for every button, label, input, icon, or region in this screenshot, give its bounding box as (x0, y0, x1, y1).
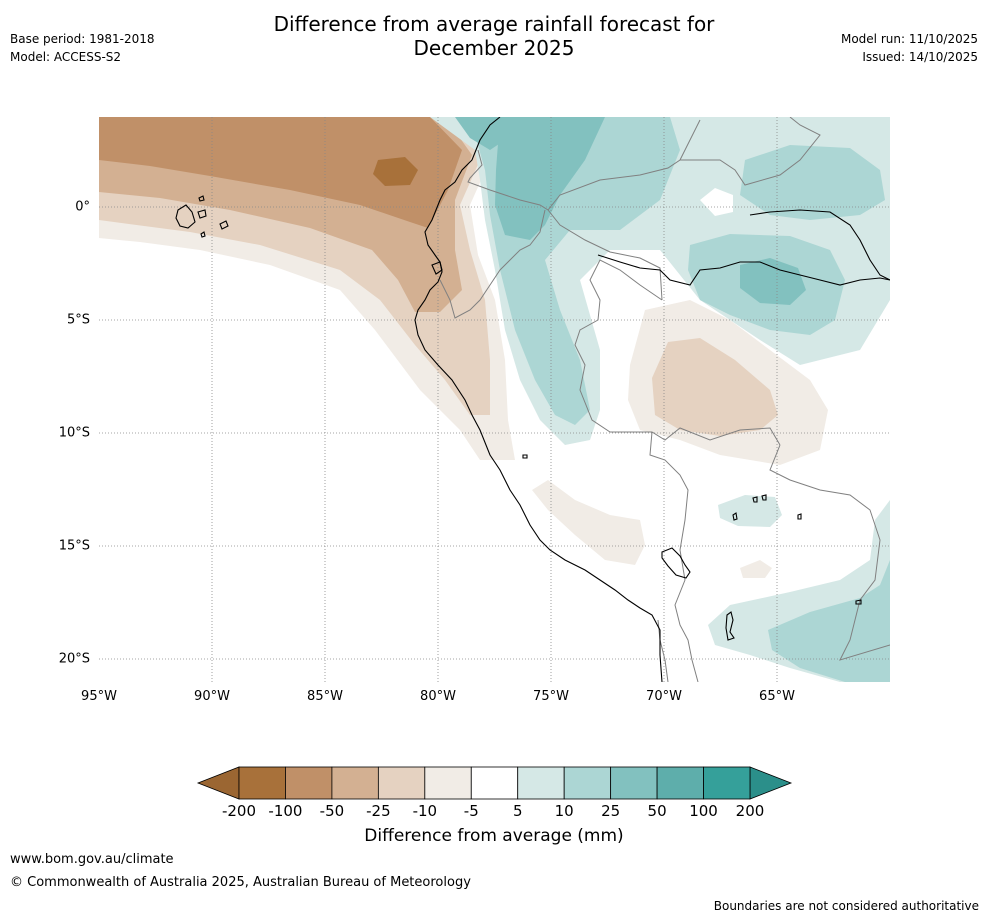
footer-copyright: © Commonwealth of Australia 2025, Austra… (10, 875, 471, 890)
title-line-2: December 2025 (413, 36, 575, 60)
border-colombia-brazil (547, 119, 701, 211)
base-period-text: Base period: 1981-2018 (10, 32, 155, 46)
legend-swatch (470, 766, 519, 800)
legend-tick-label: 10 (555, 802, 574, 820)
dry-anomaly-small-patch (740, 560, 772, 578)
wet-anomaly-north-east (740, 145, 885, 220)
footer-disclaimer: Boundaries are not considered authoritat… (713, 899, 979, 913)
legend-tick-label: -25 (366, 802, 391, 820)
legend-tick-label: 200 (736, 802, 765, 820)
lat-label-15s: 15°S (58, 538, 90, 554)
legend-swatch (377, 766, 426, 800)
model-text: Model: ACCESS-S2 (10, 50, 122, 64)
legend-swatch (703, 766, 751, 800)
wet-anomaly-region-strong (495, 117, 605, 240)
lake-bolivia-1 (732, 512, 738, 521)
legend-swatch (285, 766, 333, 800)
lon-label-70w: 70°W (646, 689, 682, 704)
legend-swatch (656, 766, 704, 800)
border-ecuador-peru (439, 209, 546, 319)
border-bolivia-brazil (769, 444, 890, 661)
lat-label-5s: 5°S (66, 312, 90, 328)
map-area (99, 117, 890, 682)
galapagos-island-3 (219, 220, 229, 230)
wet-anomaly-amazon-core (740, 258, 806, 305)
legend-tick-label: -50 (320, 802, 345, 820)
border-colombia-ecuador (467, 149, 663, 301)
footer-website: www.bom.gov.au/climate (10, 852, 174, 867)
legend-swatch (563, 766, 612, 800)
wet-anomaly-top-left (455, 117, 520, 150)
lake-bolivia-2 (752, 496, 758, 503)
legend-arrow-below-min (196, 766, 240, 800)
legend-tick-label: -100 (268, 802, 302, 820)
border-peru-bolivia (649, 431, 699, 682)
lon-label-90w: 90°W (194, 689, 230, 704)
legend-swatch (517, 766, 565, 800)
lake-titicaca (661, 547, 691, 579)
lat-label-10s: 10°S (58, 425, 90, 441)
coastline-pacific (414, 117, 663, 682)
border-peru-brazil (574, 259, 781, 446)
lat-label-20s: 20°S (58, 651, 90, 667)
legend-tick-label: -5 (464, 802, 479, 820)
lon-label-65w: 65°W (759, 689, 795, 704)
coastline (175, 117, 890, 682)
legend-swatch (424, 766, 472, 800)
title-line-1: Difference from average rainfall forecas… (273, 12, 715, 36)
legend-tick-label: 5 (513, 802, 523, 820)
lon-label-75w: 75°W (533, 689, 569, 704)
dry-anomaly-inland-moderate (652, 338, 778, 436)
lon-label-80w: 80°W (420, 689, 456, 704)
coastline-amazon-river (597, 254, 890, 286)
legend-tick-label: -10 (413, 802, 438, 820)
border-peru-chile (657, 619, 669, 682)
wet-anomaly-inner-hole (700, 188, 733, 216)
legend-swatch (331, 766, 379, 800)
lake-bolivia-3 (761, 494, 767, 501)
dry-anomaly-south-peru (532, 480, 645, 565)
island-gulf-guayaquil (431, 261, 443, 275)
legend-tick-label: 25 (601, 802, 620, 820)
galapagos-island-5 (200, 231, 206, 238)
legend-swatch (610, 766, 658, 800)
legend-tick-label: 50 (648, 802, 667, 820)
legend-colorbar: -200 -100 -50 -25 -10 -5 5 10 25 50 100 200 (196, 766, 793, 820)
legend-tick-label: 100 (689, 802, 718, 820)
lake-ne (855, 599, 862, 605)
gridlines (99, 117, 890, 682)
legend-title: Difference from average (mm) (364, 826, 624, 846)
model-run-text: Model run: 11/10/2025 (840, 32, 978, 46)
dry-anomaly-region-very-strong (99, 117, 462, 228)
galapagos-island-1 (175, 204, 196, 229)
lake-peru-small (522, 454, 528, 459)
galapagos-island-4 (198, 195, 205, 202)
issued-text: Issued: 14/10/2025 (862, 50, 978, 64)
map-title: Difference from average rainfall forecas… (0, 12, 988, 60)
meta-left: Base period: 1981-2018 Model: ACCESS-S2 (10, 30, 155, 66)
border-colombia-venezuela (680, 117, 821, 186)
lake-poopo (725, 611, 735, 641)
lake-bolivia-4 (797, 513, 802, 520)
wet-anomaly-south-east-moderate (768, 560, 890, 682)
legend-swatch (238, 766, 286, 800)
legend-arrow-above-max (749, 766, 793, 800)
dry-anomaly-core (373, 157, 418, 186)
lon-label-95w: 95°W (81, 689, 117, 704)
lat-label-0: 0° (75, 199, 90, 215)
galapagos-island-2 (197, 209, 207, 219)
coastline-caribbean (749, 209, 890, 281)
legend-tick-label: -200 (222, 802, 256, 820)
meta-right: Model run: 11/10/2025 Issued: 14/10/2025 (841, 30, 978, 66)
country-borders (439, 117, 890, 682)
lon-label-85w: 85°W (307, 689, 343, 704)
